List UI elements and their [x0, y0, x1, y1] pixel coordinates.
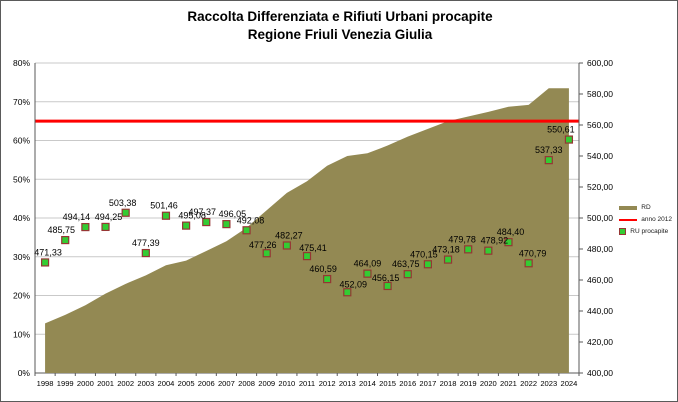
svg-text:479,78: 479,78	[448, 234, 476, 244]
ru-procapite-markers	[40, 135, 574, 297]
chart-title-line1: Raccolta Differenziata e Rifiuti Urbani …	[187, 9, 493, 24]
svg-text:497,37: 497,37	[188, 207, 216, 217]
ru-procapite-marker-swatch-icon	[619, 228, 627, 235]
svg-text:2004: 2004	[158, 379, 175, 388]
svg-text:501,46: 501,46	[150, 201, 178, 211]
svg-text:560,00: 560,00	[587, 120, 613, 130]
svg-text:470,15: 470,15	[410, 249, 438, 259]
svg-text:2006: 2006	[198, 379, 215, 388]
svg-text:475,41: 475,41	[299, 243, 327, 253]
svg-text:537,33: 537,33	[535, 145, 563, 155]
svg-text:480,00: 480,00	[587, 244, 613, 254]
legend-label-anno-2012: anno 2012	[641, 216, 672, 223]
svg-text:80%: 80%	[13, 58, 30, 68]
svg-text:1998: 1998	[37, 379, 54, 388]
svg-text:2014: 2014	[359, 379, 376, 388]
svg-text:473,18: 473,18	[432, 245, 460, 255]
svg-text:460,59: 460,59	[309, 264, 337, 274]
svg-text:463,75: 463,75	[392, 259, 420, 269]
svg-text:70%: 70%	[13, 97, 30, 107]
svg-text:580,00: 580,00	[587, 89, 613, 99]
svg-text:20%: 20%	[13, 291, 30, 301]
svg-text:2003: 2003	[137, 379, 154, 388]
svg-text:600,00: 600,00	[587, 58, 613, 68]
svg-text:2024: 2024	[560, 379, 577, 388]
svg-text:2015: 2015	[379, 379, 396, 388]
svg-text:2005: 2005	[178, 379, 195, 388]
svg-text:2021: 2021	[500, 379, 517, 388]
svg-text:477,39: 477,39	[132, 238, 160, 248]
svg-text:50%: 50%	[13, 174, 30, 184]
svg-text:440,00: 440,00	[587, 306, 613, 316]
svg-text:2023: 2023	[540, 379, 557, 388]
svg-text:2002: 2002	[117, 379, 134, 388]
svg-text:492,08: 492,08	[237, 215, 265, 225]
svg-text:452,09: 452,09	[340, 279, 368, 289]
svg-text:2022: 2022	[520, 379, 537, 388]
svg-text:494,25: 494,25	[95, 212, 123, 222]
svg-text:2011: 2011	[299, 379, 315, 388]
svg-text:420,00: 420,00	[587, 337, 613, 347]
svg-text:485,75: 485,75	[47, 225, 75, 235]
legend-item-rd: RD	[619, 204, 672, 211]
x-axis-labels: 1998 1999 2000 2001 2002 2003 2004 2005 2006 2007…	[34, 373, 580, 388]
svg-text:2012: 2012	[319, 379, 336, 388]
svg-text:482,27: 482,27	[275, 230, 303, 240]
chart-legend: RD anno 2012 RU procapite	[619, 204, 672, 235]
svg-text:2010: 2010	[278, 379, 295, 388]
svg-text:30%: 30%	[13, 252, 30, 262]
svg-text:2001: 2001	[97, 379, 114, 388]
chart-title-line2: Regione Friuli Venezia Giulia	[247, 26, 433, 42]
svg-text:503,38: 503,38	[109, 198, 137, 208]
legend-label-ru-procapite: RU procapite	[630, 228, 669, 235]
svg-text:495,08: 495,08	[178, 211, 206, 221]
svg-text:484,40: 484,40	[497, 227, 525, 237]
svg-text:2009: 2009	[258, 379, 275, 388]
svg-text:540,00: 540,00	[587, 151, 613, 161]
svg-text:40%: 40%	[13, 213, 30, 223]
ru-procapite-data-labels: 471,33 485,75 494,14 494,25 503,38 477,39 501,…	[34, 125, 574, 290]
svg-text:2017: 2017	[419, 379, 436, 388]
legend-label-rd: RD	[641, 204, 651, 211]
svg-text:2018: 2018	[440, 379, 457, 388]
svg-text:2020: 2020	[480, 379, 497, 388]
svg-text:10%: 10%	[13, 329, 30, 339]
legend-item-anno-2012: anno 2012	[619, 216, 672, 223]
anno-2012-line-swatch-icon	[619, 218, 638, 221]
svg-text:1999: 1999	[57, 379, 74, 388]
left-axis-labels: 0% 10% 20% 30% 40% 50% 60% 70% 80%	[13, 58, 30, 378]
svg-text:400,00: 400,00	[587, 368, 613, 378]
right-axis-labels: 400,00 420,00 440,00 460,00 480,00 500,00 520,…	[579, 58, 613, 378]
svg-text:477,26: 477,26	[249, 240, 277, 250]
svg-text:456,15: 456,15	[372, 273, 400, 283]
chart-title: Raccolta Differenziata e Rifiuti Urbani …	[1, 8, 677, 43]
rd-area-swatch-icon	[619, 205, 638, 210]
svg-text:496,05: 496,05	[219, 209, 247, 219]
svg-text:2007: 2007	[218, 379, 235, 388]
svg-text:470,79: 470,79	[519, 248, 547, 258]
svg-text:2013: 2013	[339, 379, 356, 388]
svg-text:2000: 2000	[77, 379, 94, 388]
svg-text:500,00: 500,00	[587, 213, 613, 223]
svg-text:471,33: 471,33	[34, 247, 62, 257]
svg-text:460,00: 460,00	[587, 275, 613, 285]
svg-text:550,61: 550,61	[547, 125, 575, 135]
svg-text:60%: 60%	[13, 136, 30, 146]
svg-text:0%: 0%	[18, 368, 31, 378]
svg-text:2019: 2019	[460, 379, 477, 388]
svg-text:478,92: 478,92	[481, 236, 509, 246]
svg-text:2016: 2016	[399, 379, 416, 388]
svg-text:464,09: 464,09	[354, 259, 382, 269]
rd-area-series	[45, 88, 569, 373]
svg-text:2008: 2008	[238, 379, 255, 388]
svg-text:520,00: 520,00	[587, 182, 613, 192]
legend-item-ru-procapite: RU procapite	[619, 228, 672, 235]
svg-text:494,14: 494,14	[63, 212, 91, 222]
